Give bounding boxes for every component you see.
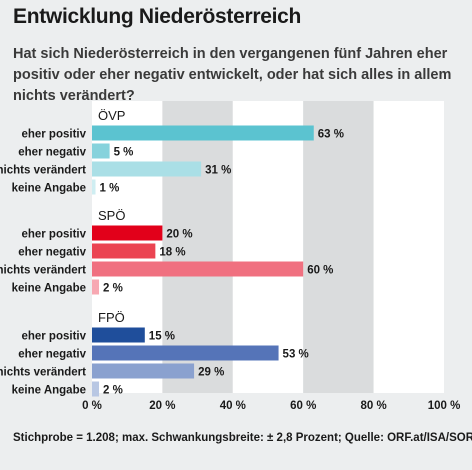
bar <box>92 225 163 241</box>
data-label: 53 % <box>283 349 309 361</box>
grid-band <box>232 101 304 393</box>
source-note: Stichprobe = 1.208; max. Schwankungsbrei… <box>13 432 472 444</box>
data-label: 18 % <box>159 247 185 259</box>
category-label: nichts verändert <box>0 165 86 177</box>
bar <box>92 363 195 379</box>
bar <box>92 381 100 397</box>
data-label: 2 % <box>103 385 123 397</box>
data-label: 29 % <box>198 367 224 379</box>
category-label: eher positiv <box>21 229 86 241</box>
bar <box>92 243 156 259</box>
group-label: ÖVP <box>98 108 125 123</box>
chart-subtitle: Hat sich Niederösterreich in den vergang… <box>13 46 452 104</box>
bar <box>92 179 96 195</box>
data-label: 1 % <box>100 183 120 195</box>
x-tick-label: 20 % <box>149 400 175 412</box>
bar <box>92 161 202 177</box>
data-label: 20 % <box>166 229 192 241</box>
bar <box>92 279 100 295</box>
category-label: eher positiv <box>21 129 86 141</box>
x-tick-label: 0 % <box>82 400 102 412</box>
x-tick-label: 40 % <box>220 400 246 412</box>
data-label: 5 % <box>114 147 134 159</box>
bar <box>92 327 145 343</box>
data-label: 63 % <box>318 129 344 141</box>
data-label: 2 % <box>103 283 123 295</box>
category-label: keine Angabe <box>12 283 86 295</box>
category-label: nichts verändert <box>0 265 86 277</box>
group-label: SPÖ <box>98 208 125 223</box>
chart-title: Entwicklung Niederösterreich <box>13 5 302 28</box>
group-label: FPÖ <box>98 310 125 325</box>
bar <box>92 143 110 159</box>
category-label: eher negativ <box>18 147 86 159</box>
data-label: 60 % <box>307 265 333 277</box>
grid-band <box>373 101 444 393</box>
bar <box>92 261 304 277</box>
grid-band <box>303 101 374 393</box>
x-tick-label: 100 % <box>428 400 461 412</box>
category-label: nichts verändert <box>0 367 86 379</box>
grid-band <box>162 101 233 393</box>
category-label: keine Angabe <box>12 183 86 195</box>
bar <box>92 345 279 361</box>
category-label: eher positiv <box>21 331 86 343</box>
x-tick-label: 60 % <box>290 400 316 412</box>
x-tick-label: 80 % <box>360 400 386 412</box>
category-label: eher negativ <box>18 349 86 361</box>
data-label: 31 % <box>205 165 231 177</box>
bar <box>92 125 314 141</box>
data-label: 15 % <box>149 331 175 343</box>
category-label: eher negativ <box>18 247 86 259</box>
category-label: keine Angabe <box>12 385 86 397</box>
bar-chart: 0 % 20 % 40 % 60 % 80 % 100 % ÖVP eher positiv 6… <box>0 101 461 412</box>
